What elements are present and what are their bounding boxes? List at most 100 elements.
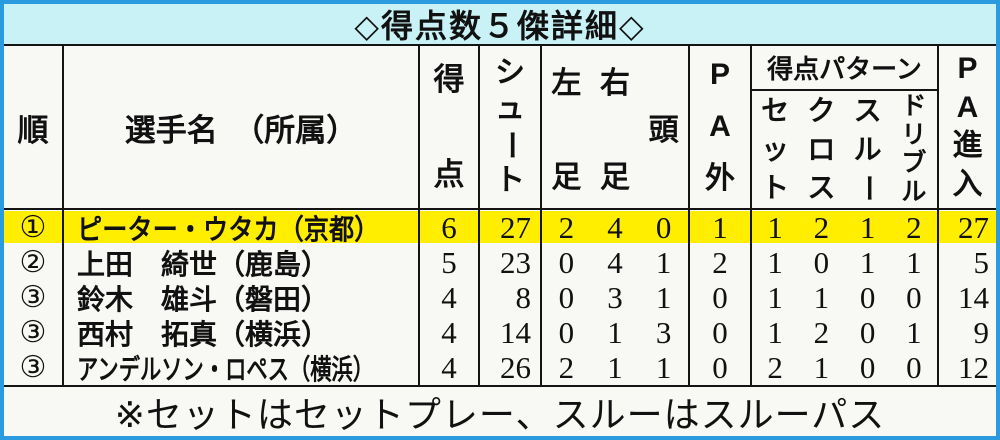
pa-entry-cell: 12 [958,349,989,385]
right-foot-goals: 1 [607,315,623,350]
scoring-pattern-cell: 1 2 1 2 [752,210,937,245]
col-header-dribble: ド リ ブ ル [901,92,927,206]
col-header-set-play: セ ッ ト [761,95,790,203]
scoring-pattern-cell: 1 0 1 1 [752,245,937,280]
dribble-goals: 0 [906,350,922,385]
set-play-goals: 1 [767,210,783,245]
scoring-pattern-cell: 1 2 0 1 [752,315,937,350]
rank-badge: ③ [19,281,47,314]
column-divider [937,46,939,385]
col-header-pa-outside: P A 外 [705,58,735,195]
col-header-shots: シ ュ ー ト [494,56,527,197]
col-header-through-pass: ス ル ー [852,95,884,203]
through-pass-goals: 0 [859,280,876,315]
dribble-goals: 2 [906,210,922,245]
scoring-pattern-cell: 2 1 0 0 [752,350,937,385]
goals-cell: 5 [441,244,457,280]
column-divider [750,46,752,385]
stats-table: 順 選手名 （所属） 得 点 シ ュ ー ト 左 右 頭 足 足 P A 外 得… [4,44,996,436]
divider [4,385,996,387]
divider [4,44,996,46]
player-name: ピーター・ウタカ（京都） [77,213,380,245]
col-header-cross: ク ロ ス [807,95,836,203]
col-header-player: 選手名 （所属） [124,112,358,148]
scoring-pattern-subheaders: セ ッ ト ク ロ ス ス ル ー ド リ ブ ル [752,91,937,208]
right-foot-goals: 1 [607,350,623,385]
left-right-head-cell: 0 3 1 [542,280,688,315]
cross-goals: 0 [813,245,830,280]
col-header-goals: 得 点 [433,62,465,192]
table-row: ① ピーター・ウタカ（京都） 6 27 2 4 0 1 1 2 1 2 27 [4,210,996,245]
rank-badge: ② [19,246,47,279]
divider [4,208,996,210]
panel-title-bar: ◇得点数５傑詳細◇ [4,4,996,44]
divider [752,89,937,91]
table-row: ③ アンデルソン・ロペス（横浜） 4 26 2 1 1 0 2 1 0 0 12 [4,349,996,386]
shots-cell: 27 [500,209,531,245]
table-row: ③ 鈴木 雄斗（磐田） 4 8 0 3 1 0 1 1 0 0 14 [4,279,996,316]
left-foot-goals: 2 [558,350,575,385]
set-play-goals: 1 [767,245,783,280]
left-foot-goals: 0 [558,245,575,280]
pa-entry-cell: 5 [973,244,990,280]
cross-goals: 2 [813,210,830,245]
rank-badge: ① [19,211,47,244]
goals-cell: 4 [441,279,457,315]
pa-outside-cell: 0 [712,349,728,385]
goals-cell: 4 [441,314,457,350]
column-divider [478,46,480,385]
through-pass-goals: 1 [859,210,876,245]
pa-outside-cell: 0 [712,279,728,315]
table-row: ③ 西村 拓真（横浜） 4 14 0 1 3 0 1 2 0 1 9 [4,314,996,351]
right-foot-goals: 4 [607,245,623,280]
left-foot-goals: 2 [558,210,575,245]
dribble-goals: 0 [906,280,922,315]
shots-cell: 14 [500,314,531,350]
set-play-goals: 1 [767,315,783,350]
player-name-cell: アンデルソン・ロペス（横浜） [64,350,418,385]
rank-badge: ③ [19,316,47,349]
player-name: 上田 綺世（鹿島） [77,248,330,280]
cross-goals: 1 [813,350,830,385]
header-goals: 3 [655,315,672,350]
scoring-pattern-title: 得点パターン [767,54,922,84]
left-right-head-cell: 0 1 3 [542,315,688,350]
set-play-goals: 1 [767,280,783,315]
through-pass-goals: 0 [859,315,876,350]
column-divider [62,46,64,385]
left-right-head-cell: 2 1 1 [542,350,688,385]
player-name: 鈴木 雄斗（磐田） [77,283,330,315]
player-name-cell: ピーター・ウタカ（京都） [64,210,418,245]
rank-badge: ③ [19,351,47,384]
header-goals: 1 [655,280,672,315]
pa-entry-cell: 27 [958,209,989,245]
left-foot-goals: 0 [558,280,575,315]
pa-outside-cell: 0 [712,314,728,350]
left-right-head-cell: 2 4 0 [542,210,688,245]
through-pass-goals: 0 [859,350,876,385]
pa-entry-cell: 14 [958,279,989,315]
cross-goals: 2 [813,315,830,350]
goals-cell: 6 [441,209,457,245]
scoring-pattern-cell: 1 1 0 0 [752,280,937,315]
col-header-rank: 順 [17,112,49,148]
header-goals: 0 [655,210,672,245]
column-divider [418,46,420,385]
dribble-goals: 1 [906,315,922,350]
right-foot-goals: 3 [607,280,623,315]
right-foot-goals: 4 [607,210,623,245]
player-name-cell: 鈴木 雄斗（磐田） [64,280,418,315]
cross-goals: 1 [813,280,830,315]
left-right-head-cell: 0 4 1 [542,245,688,280]
shots-cell: 26 [500,349,531,385]
header-goals: 1 [655,245,672,280]
left-foot-goals: 0 [558,315,575,350]
shots-cell: 8 [515,279,532,315]
player-name: 西村 拓真（横浜） [77,318,330,350]
table-body: ① ピーター・ウタカ（京都） 6 27 2 4 0 1 1 2 1 2 27 ②… [4,210,996,385]
dribble-goals: 1 [906,245,922,280]
header-goals: 1 [655,350,672,385]
page-title: ◇得点数５傑詳細◇ [354,8,646,44]
column-divider [688,46,690,385]
